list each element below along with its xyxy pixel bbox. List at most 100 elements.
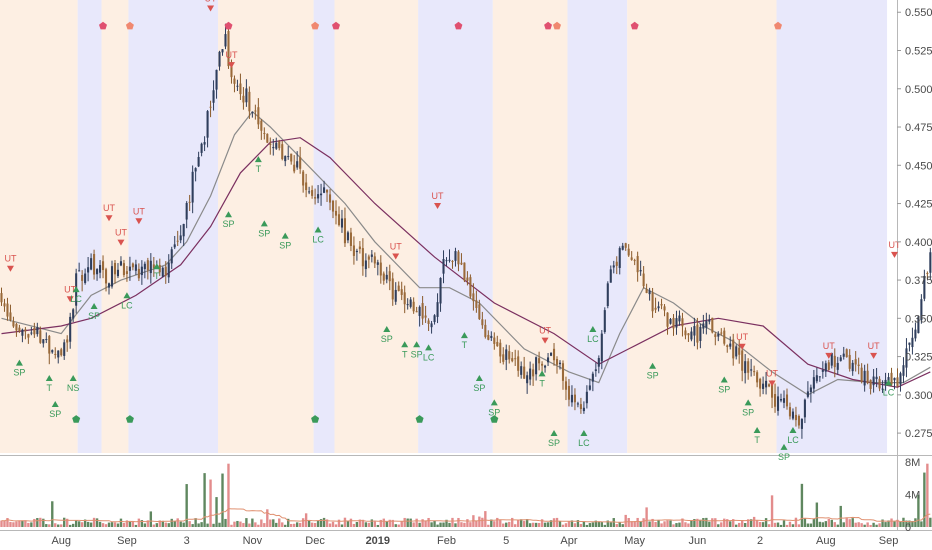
volume-bar [92,517,96,527]
candle-body [412,301,415,312]
candle-body [63,342,66,356]
volume-bar [723,518,726,527]
volume-bar [275,522,278,527]
volume-bar [33,518,36,527]
candle-body [101,261,105,271]
candle-body [732,339,735,359]
volume-bar [720,522,723,527]
volume-bar [833,522,836,527]
volume-bar [654,522,657,527]
candle-body [517,356,520,371]
candle-body [609,269,612,283]
candle-body [337,214,341,226]
candle-body [355,250,358,253]
volume-bar [295,522,299,527]
signal-arrow-down [66,296,74,303]
volume-bar [800,483,804,527]
candle-body [385,274,388,280]
volume-bar [191,524,194,527]
volume-bar [923,472,926,527]
candle-body [881,388,884,390]
volume-bar [708,521,711,527]
volume-bar [466,519,469,527]
candle-body [654,307,657,310]
volume-bar [630,521,633,527]
candle-body [576,403,579,405]
candle-body [269,143,272,145]
candle-body [314,197,317,199]
volume-bar [573,523,577,527]
volume-bar [911,521,914,527]
candle-body [523,366,526,379]
volume-bar [358,519,362,527]
candle-body [18,327,21,332]
signal-label: SP [718,384,730,394]
candle-body [302,171,305,186]
signal-label: SP [411,349,423,359]
candle-body [687,333,690,336]
candle-body [923,275,926,299]
candle-body [818,376,821,378]
candle-body [821,369,824,372]
volume-bar [678,522,681,527]
candle-body [669,319,672,324]
volume-bar [394,524,397,527]
volume-bar [74,520,78,527]
volume-bar [89,522,93,527]
candle-body [514,358,517,360]
candle-body [920,299,923,321]
candle-body [535,357,538,375]
volume-bar [266,509,269,527]
signal-label: LC [578,438,590,448]
volume-bar [675,523,678,527]
candle-body [394,289,397,302]
price-tick-label: 0.500 [905,84,932,96]
volume-bar [39,517,42,527]
candle-body [615,261,618,266]
volume-bar [278,518,281,527]
volume-bar [857,522,860,527]
candle-body [90,258,93,270]
candle-body [624,243,627,248]
signal-arrow-down [541,337,549,344]
volume-bar [490,519,493,527]
volume-bar [499,519,502,527]
volume-bar [899,521,902,527]
volume-bar [561,524,565,527]
price-tick-label: 0.325 [905,352,932,364]
volume-bar [6,518,9,527]
volume-bar [842,522,845,527]
volume-bar [313,522,317,527]
volume-bar [104,524,108,527]
candle-body [690,331,693,340]
signal-label: SP [49,409,61,419]
candle-body [430,323,433,328]
candle-body [773,394,777,407]
volume-bar [110,522,114,527]
candle-body [317,194,320,199]
volume-bar [263,523,266,527]
signal-arrow-down [207,5,215,12]
signal-arrow-up [90,303,98,310]
candle-body [555,359,559,365]
candle-body [794,414,797,421]
candle-body [323,187,326,193]
candle-body [305,182,308,191]
candle-body [744,361,747,374]
candle-body [612,265,615,268]
volume-bar [920,521,923,527]
signal-arrow-up [123,292,131,299]
candle-body [570,394,573,403]
candle-body [370,254,373,257]
volume-bar [451,517,454,527]
pentagon-marker [72,415,81,423]
candle-body [99,265,102,273]
volume-bar [340,524,344,527]
volume-bar [349,518,353,527]
volume-bar [705,517,708,527]
candle-body [140,266,143,276]
volume-bar [403,517,406,527]
volume-bar [427,517,430,527]
volume-bar [546,522,550,527]
candle-body [334,210,338,216]
